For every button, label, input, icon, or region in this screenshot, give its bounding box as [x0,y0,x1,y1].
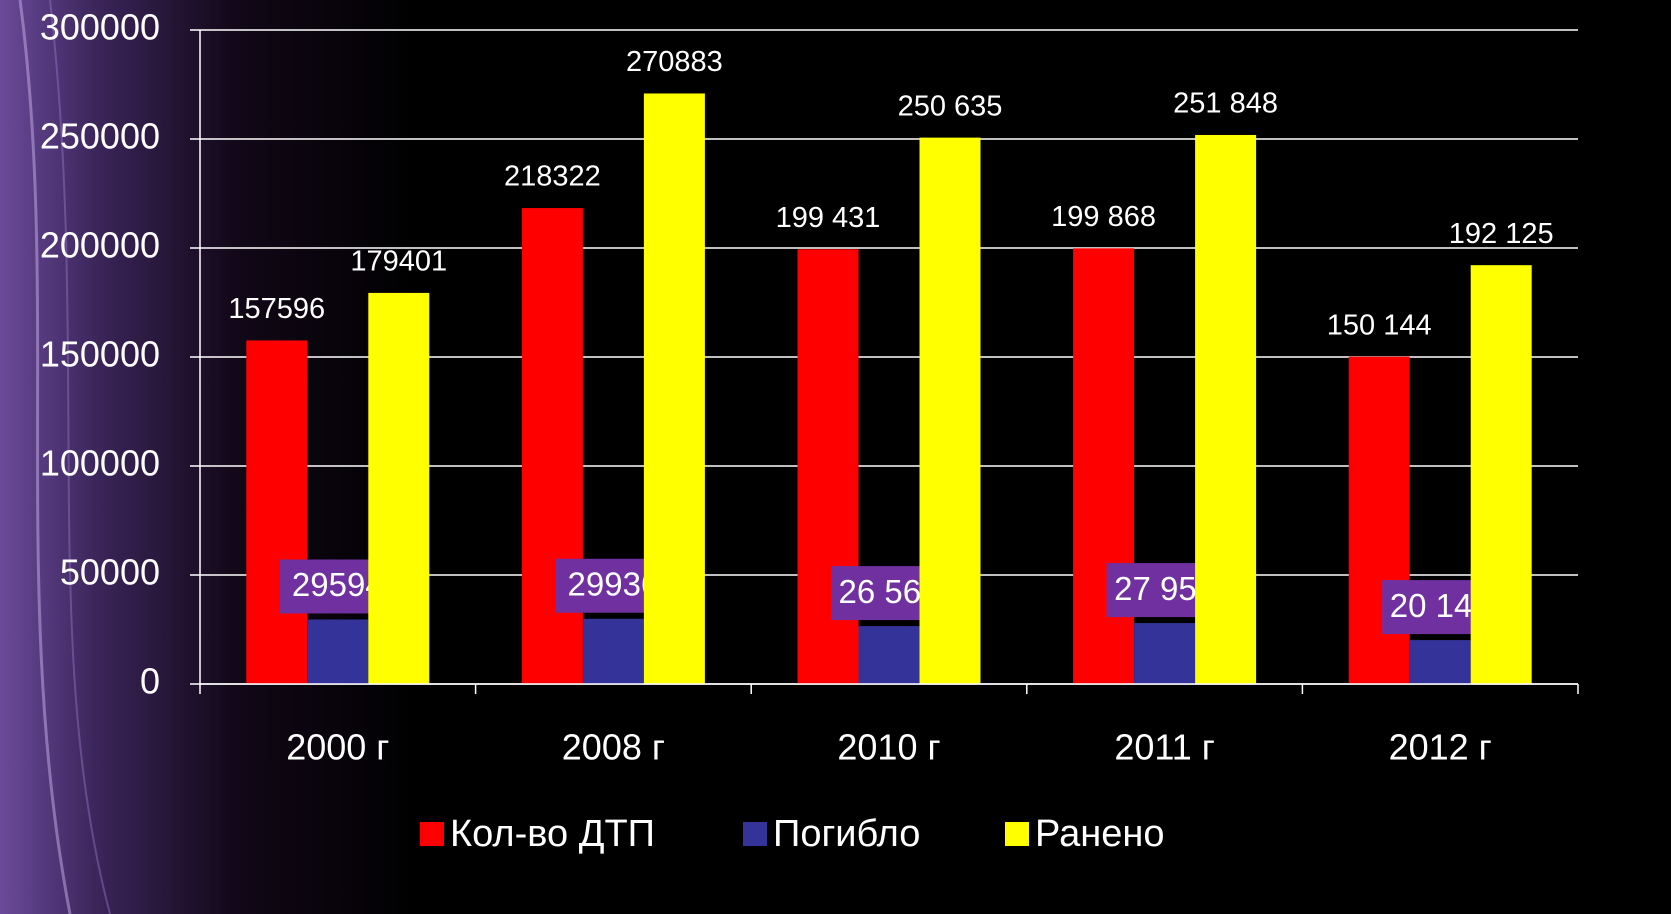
bar [583,619,644,684]
bar [1471,265,1532,684]
bar [644,93,705,684]
chart: 0 50000 100000 150000 200000 250000 300000 2000… [0,0,1671,914]
bar [1349,357,1410,684]
bar [859,626,920,684]
y-tick-label: 100000 [40,443,160,484]
x-tick-label: 2012 г [1389,727,1492,768]
data-label: 270883 [626,46,723,78]
bar [920,138,981,684]
legend-label: Ранено [1035,813,1164,855]
x-tick-label: 2011 г [1114,727,1215,768]
legend-swatch [1005,822,1029,846]
y-tick-label: 300000 [40,7,160,48]
data-label: 251 848 [1173,88,1278,120]
legend-swatch [420,822,444,846]
x-tick-label: 2000 г [286,727,389,768]
data-label: 179401 [350,246,447,278]
y-tick-label: 150000 [40,334,160,375]
data-label: 192 125 [1449,218,1554,250]
data-label: 157596 [228,293,325,325]
legend-label: Погибло [773,813,920,855]
y-tick-label: 0 [140,661,160,702]
bar [246,340,307,684]
data-label: 250 635 [898,90,1003,122]
bar [1134,623,1195,684]
bar [1195,135,1256,684]
bar [1073,248,1134,684]
data-label: 199 868 [1051,201,1156,233]
legend-swatch [743,822,767,846]
y-tick-label: 200000 [40,225,160,266]
x-tick-label: 2010 г [837,727,940,768]
bar [368,293,429,684]
y-tick-label: 50000 [60,552,160,593]
data-label: 218322 [504,161,601,193]
bar [307,619,368,684]
data-label: 199 431 [776,202,881,234]
bar [1410,640,1471,684]
x-tick-label: 2008 г [562,727,665,768]
data-label: 150 144 [1327,309,1432,341]
y-tick-label: 250000 [40,116,160,157]
legend-label: Кол-во ДТП [450,813,655,855]
